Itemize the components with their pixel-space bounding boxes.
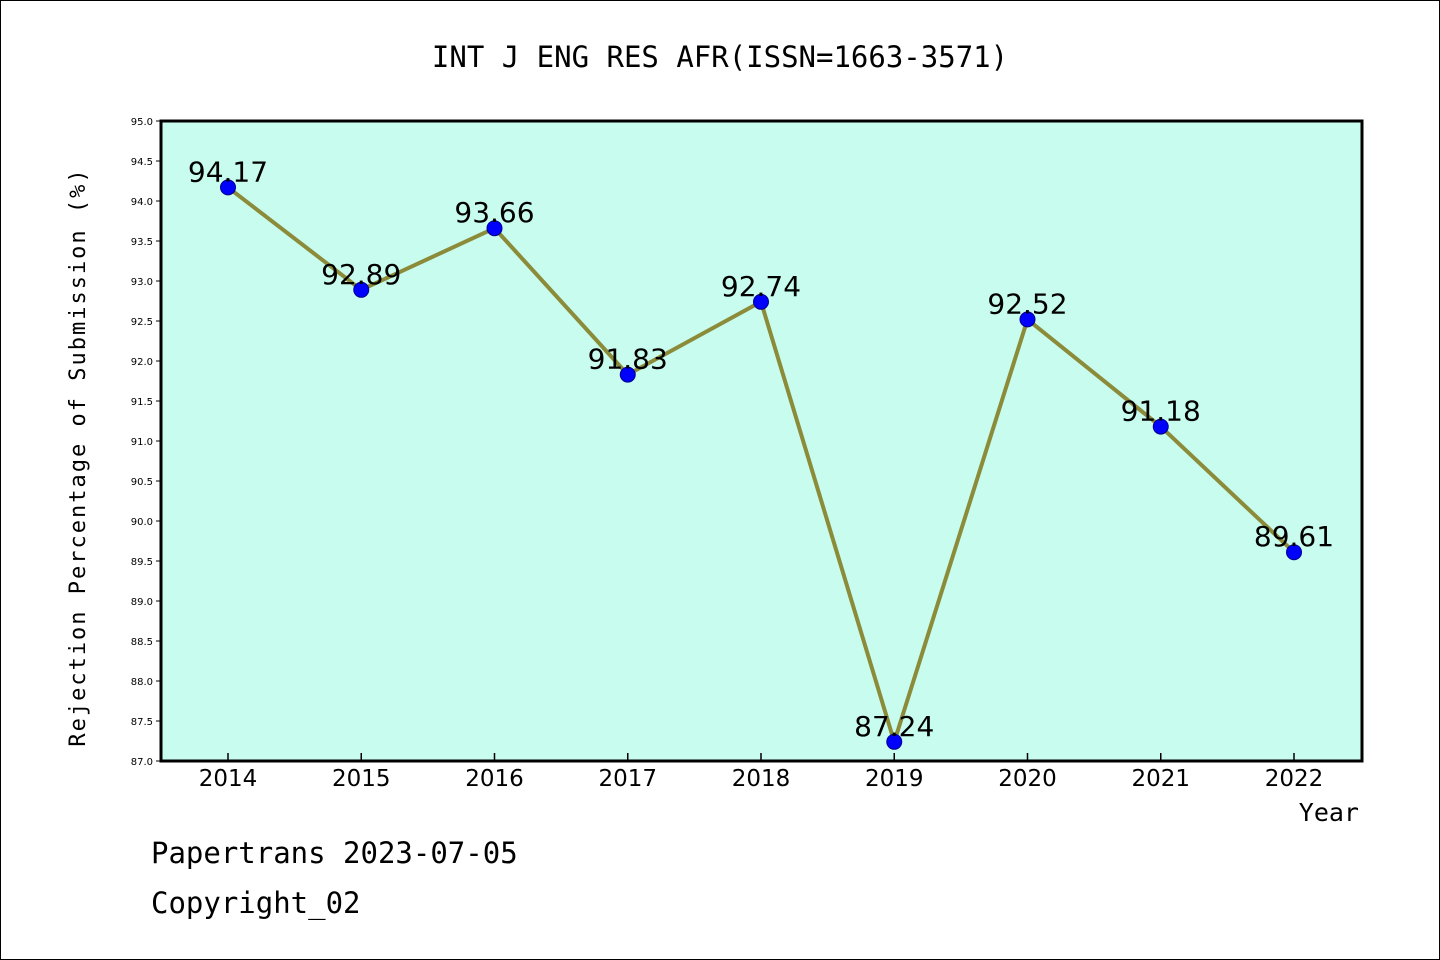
x-tick-label: 2016 — [465, 766, 524, 792]
y-tick-label: 91.5 — [131, 397, 153, 408]
data-point — [486, 220, 503, 237]
data-point — [353, 281, 370, 298]
y-tick-label: 89.0 — [131, 597, 153, 608]
data-point — [1019, 311, 1036, 328]
data-label: 92.52 — [987, 287, 1067, 320]
x-tick-label: 2018 — [732, 766, 791, 792]
x-tick-label: 2019 — [865, 766, 924, 792]
y-tick-label: 93.0 — [131, 277, 153, 288]
y-tick-label: 88.0 — [131, 677, 153, 688]
data-label: 92.74 — [721, 270, 801, 303]
data-label: 87.24 — [854, 710, 934, 743]
data-label: 91.18 — [1121, 395, 1201, 428]
chart-title: INT J ENG RES AFR(ISSN=1663-3571) — [432, 40, 1008, 74]
plot-area — [159, 119, 1364, 763]
x-tick-label: 2017 — [598, 766, 657, 792]
y-tick-label: 94.5 — [131, 157, 153, 168]
x-axis-label: Year — [1299, 798, 1359, 827]
y-tick-label: 87.5 — [131, 717, 153, 728]
y-tick-label: 90.5 — [131, 477, 153, 488]
y-tick-label: 88.5 — [131, 637, 153, 648]
x-tick-label: 2022 — [1265, 766, 1324, 792]
data-label: 92.89 — [321, 258, 401, 291]
data-label: 89.61 — [1254, 520, 1334, 553]
y-axis-label: Rejection Percentage of Submission (%) — [66, 167, 91, 746]
x-axis: 2014 2015 2016 2017 2018 2019 2020 2021 2022 — [199, 753, 1324, 792]
data-series — [220, 179, 1302, 750]
data-point — [753, 293, 769, 310]
y-tick-label: 93.5 — [131, 237, 153, 248]
y-tick-label: 95.0 — [131, 117, 153, 128]
data-point — [220, 179, 236, 196]
y-tick-label: 90.0 — [131, 517, 153, 528]
y-tick-label: 94.0 — [131, 197, 153, 208]
footer-source: Papertrans 2023-07-05 — [151, 836, 518, 870]
x-tick-label: 2015 — [332, 766, 391, 792]
y-tick-label: 89.5 — [131, 557, 153, 568]
y-axis: 87.0 87.5 88.0 88.5 89.0 89.5 90.0 90.5 91.0 91.5… — [131, 117, 161, 768]
data-point — [886, 733, 903, 750]
data-label: 91.83 — [588, 343, 668, 376]
data-label: 93.66 — [454, 196, 534, 229]
x-tick-label: 2021 — [1131, 766, 1190, 792]
data-point — [619, 366, 636, 383]
x-tick-label: 2020 — [998, 766, 1057, 792]
y-tick-label: 91.0 — [131, 437, 153, 448]
x-tick-label: 2014 — [199, 766, 258, 792]
y-tick-label: 87.0 — [131, 757, 153, 768]
y-tick-label: 92.5 — [131, 317, 153, 328]
footer-copyright: Copyright_02 — [151, 886, 361, 920]
data-label: 94.17 — [188, 155, 268, 188]
data-point — [1152, 418, 1169, 435]
data-labels: 94.17 92.89 93.66 91.83 92.74 87.24 92.52 91.18… — [188, 155, 1334, 742]
data-point — [1286, 544, 1302, 561]
y-tick-label: 92.0 — [131, 357, 153, 368]
